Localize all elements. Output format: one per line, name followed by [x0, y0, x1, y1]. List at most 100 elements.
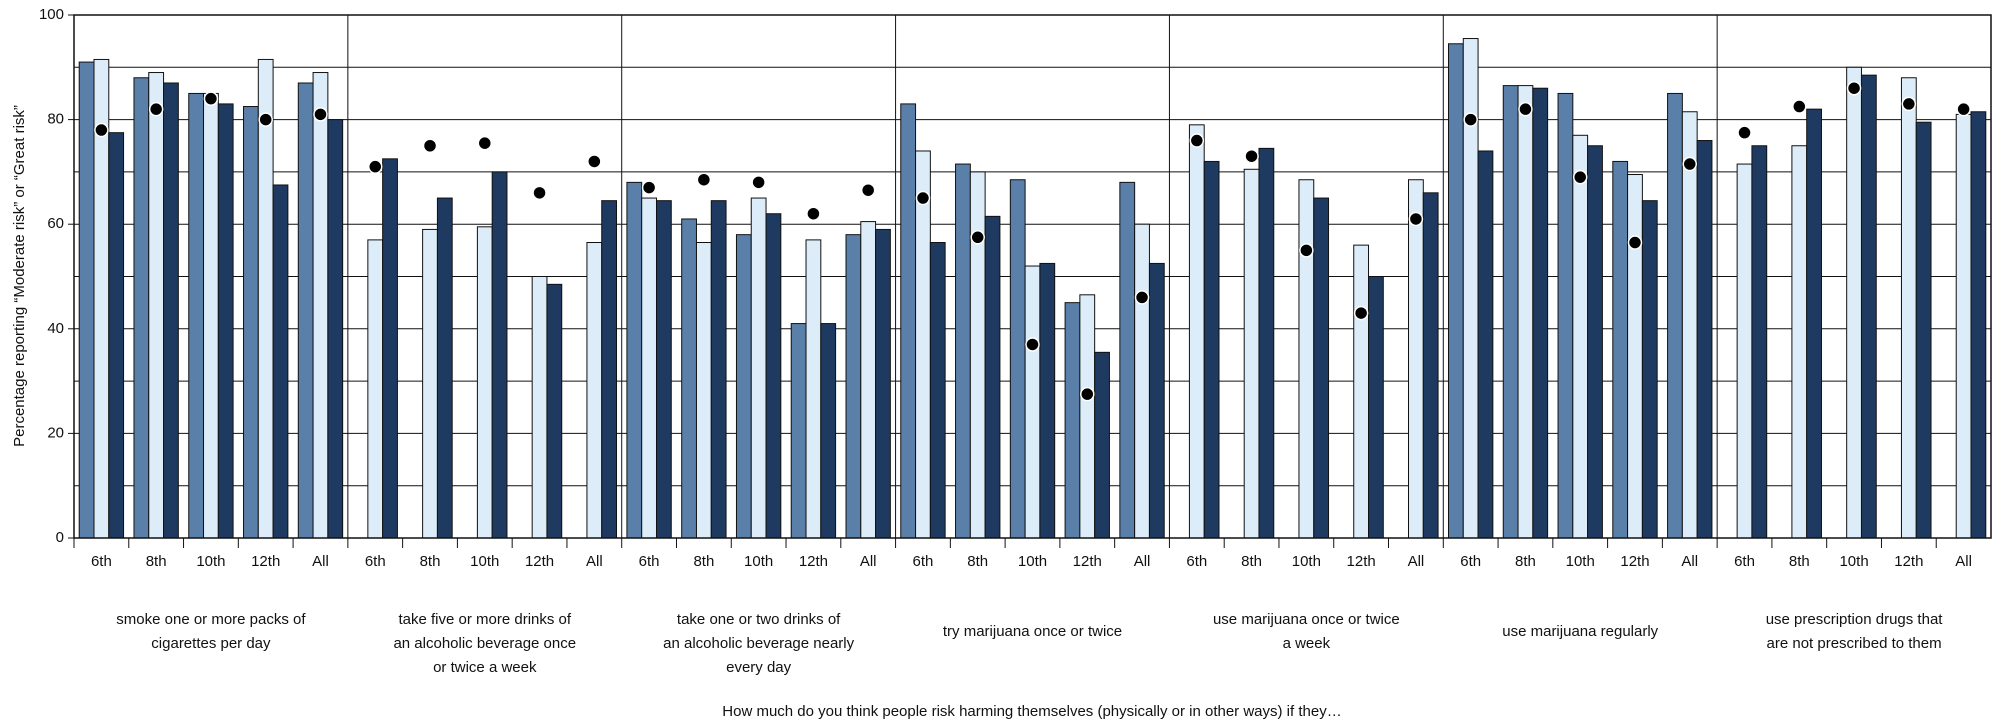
bar: [491, 171, 508, 539]
x-tick-label: 10th: [470, 553, 499, 570]
group-label: take five or more drinks of: [398, 611, 571, 628]
bar: [1641, 200, 1658, 539]
x-tick-label: 8th: [1241, 553, 1262, 570]
y-tick-label: 60: [47, 215, 64, 232]
x-tick-label: 12th: [1347, 553, 1376, 570]
dot: [1737, 125, 1752, 140]
bar: [148, 72, 165, 539]
bar: [436, 197, 453, 539]
bar: [476, 226, 493, 539]
bar: [765, 213, 782, 539]
group-label: smoke one or more packs of: [116, 611, 306, 628]
x-tick-label: 8th: [1789, 553, 1810, 570]
group-label: take one or two drinks of: [677, 611, 841, 628]
dot: [915, 190, 931, 206]
dot: [751, 175, 766, 190]
dot: [1463, 112, 1478, 127]
bar: [1696, 140, 1713, 539]
x-tick-label: 8th: [693, 553, 714, 570]
bar: [641, 197, 657, 539]
group-label: a week: [1283, 635, 1331, 652]
x-tick-label: 12th: [1620, 553, 1649, 570]
x-tick-label: All: [1408, 553, 1425, 570]
bar: [531, 276, 548, 539]
dot: [94, 122, 109, 138]
bar: [1039, 262, 1056, 539]
bar: [915, 150, 931, 539]
bar: [1064, 302, 1081, 539]
group-label: use prescription drugs that: [1766, 611, 1944, 628]
bar: [327, 119, 344, 539]
bar: [1572, 134, 1589, 539]
bar: [257, 58, 274, 539]
bar: [1612, 160, 1629, 539]
y-tick-label: 40: [47, 320, 64, 337]
bar: [969, 171, 986, 539]
group-label: or twice a week: [433, 659, 537, 676]
bar: [655, 200, 672, 539]
bar: [860, 221, 877, 539]
x-tick-label: 10th: [1839, 553, 1868, 570]
x-tick-label: 10th: [1018, 553, 1047, 570]
x-tick-label: 8th: [1515, 553, 1536, 570]
plot-frame: [73, 14, 1992, 539]
bar: [820, 323, 837, 539]
bar: [1477, 150, 1494, 539]
bar: [422, 228, 438, 539]
bar: [601, 200, 618, 539]
x-tick-label: 10th: [1566, 553, 1595, 570]
bar: [1587, 145, 1603, 539]
x-tick-label: 8th: [146, 553, 167, 570]
dot: [1572, 169, 1588, 185]
dot: [1627, 235, 1643, 250]
bar: [900, 103, 917, 539]
bar: [984, 215, 1001, 539]
bar: [1915, 121, 1932, 539]
bar: [367, 239, 384, 539]
x-tick-label: 12th: [1894, 553, 1923, 570]
x-tick-label: 10th: [744, 553, 773, 570]
bar: [188, 92, 205, 539]
y-tick-label: 80: [47, 111, 64, 128]
bar: [1353, 244, 1370, 539]
x-tick-label: 6th: [1460, 553, 1481, 570]
dot: [1901, 96, 1917, 112]
dot: [1408, 211, 1424, 227]
bar: [626, 181, 643, 539]
dot: [860, 182, 876, 198]
group-label: use marijuana regularly: [1502, 623, 1658, 640]
bar: [1422, 192, 1439, 539]
bar: [695, 242, 712, 539]
group-label: every day: [726, 659, 792, 676]
x-tick-label: 10th: [1292, 553, 1321, 570]
bar: [845, 234, 862, 539]
bar: [163, 82, 179, 539]
x-tick-label: All: [1955, 553, 1972, 570]
group-label: an alcoholic beverage nearly: [663, 635, 854, 652]
bar: [1846, 66, 1862, 539]
dot: [806, 206, 821, 221]
bar: [1009, 179, 1026, 539]
x-tick-label: 12th: [1073, 553, 1102, 570]
bar: [1806, 108, 1822, 539]
bar: [1791, 145, 1808, 539]
bar: [955, 163, 971, 539]
dot: [1956, 101, 1971, 117]
x-axis-title: How much do you think people risk harmin…: [722, 703, 1341, 720]
bar: [1203, 160, 1220, 539]
bar: [790, 323, 807, 539]
dot: [1518, 101, 1533, 117]
dot: [422, 138, 438, 153]
bar: [1024, 265, 1041, 539]
x-tick-label: 6th: [639, 553, 660, 570]
group-label: an alcoholic beverage once: [393, 635, 576, 652]
bar: [243, 106, 259, 539]
x-tick-label: 6th: [1186, 553, 1207, 570]
x-tick-label: All: [860, 553, 877, 570]
bar: [217, 103, 234, 539]
bar: [78, 61, 95, 539]
dot: [641, 180, 657, 195]
x-tick-label: 8th: [967, 553, 988, 570]
x-tick-label: 10th: [196, 553, 225, 570]
bar: [382, 158, 398, 539]
